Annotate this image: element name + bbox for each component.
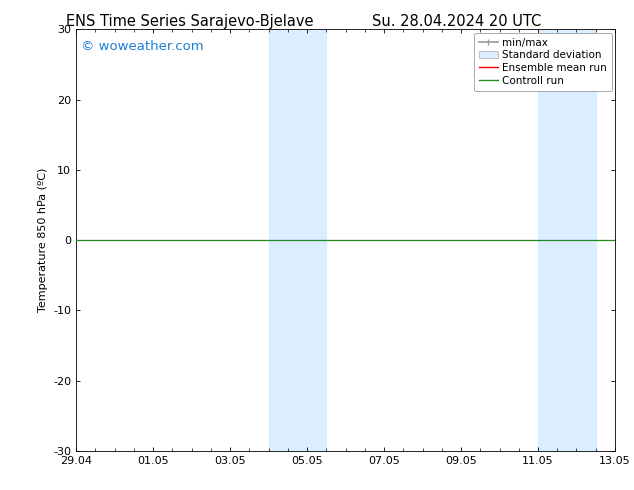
Legend: min/max, Standard deviation, Ensemble mean run, Controll run: min/max, Standard deviation, Ensemble me… bbox=[474, 32, 612, 91]
Text: Su. 28.04.2024 20 UTC: Su. 28.04.2024 20 UTC bbox=[372, 14, 541, 29]
Bar bbox=[269, 29, 327, 451]
Text: © woweather.com: © woweather.com bbox=[81, 40, 204, 53]
Y-axis label: Temperature 850 hPa (ºC): Temperature 850 hPa (ºC) bbox=[37, 168, 48, 312]
Text: ENS Time Series Sarajevo-Bjelave: ENS Time Series Sarajevo-Bjelave bbox=[67, 14, 314, 29]
Bar bbox=[538, 29, 596, 451]
